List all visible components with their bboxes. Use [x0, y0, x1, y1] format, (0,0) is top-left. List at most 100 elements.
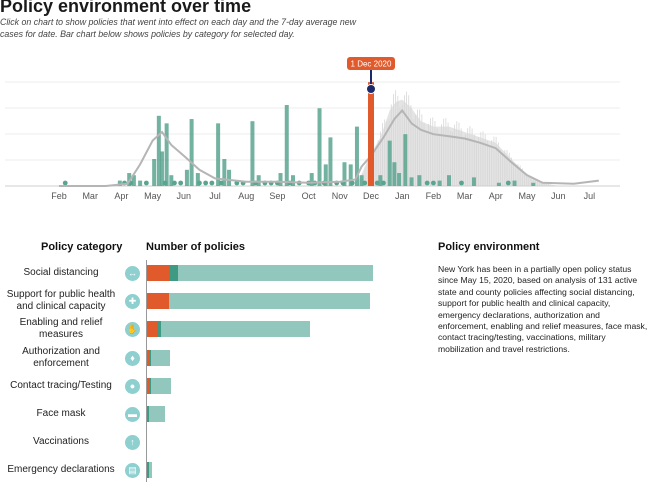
x-tick-label: Aug — [238, 191, 254, 201]
policy-spike-bar[interactable] — [222, 159, 227, 186]
x-tick-label: Mar — [457, 191, 473, 201]
bar-segment — [148, 406, 150, 422]
policy-dot[interactable] — [209, 180, 215, 186]
policy-spike-bar[interactable] — [184, 169, 189, 186]
policy-spike-bar[interactable] — [378, 175, 383, 186]
policy-spike-bar[interactable] — [348, 164, 353, 186]
seven-day-average-line — [59, 108, 599, 187]
policy-dot[interactable] — [349, 180, 355, 186]
policy-spike-bar[interactable] — [195, 173, 200, 186]
policy-dot[interactable] — [505, 180, 511, 186]
policy-environment-header: Policy environment — [438, 241, 540, 253]
category-bar[interactable] — [147, 406, 165, 422]
policy-spike-bar[interactable] — [152, 159, 157, 186]
category-bar[interactable] — [147, 321, 311, 337]
policy-spike-bar[interactable] — [250, 121, 255, 186]
policy-spike-bar[interactable] — [309, 173, 314, 186]
x-tick-label: Nov — [332, 191, 349, 201]
policy-spike-bar[interactable] — [138, 180, 143, 186]
x-tick-label: Apr — [114, 191, 128, 201]
category-bar[interactable] — [147, 350, 170, 366]
policy-spike-bar[interactable] — [278, 173, 283, 186]
bar-segment — [149, 350, 151, 366]
bar-axis-line — [146, 260, 147, 482]
policy-spike-bar[interactable] — [447, 175, 451, 186]
policy-spike-bar[interactable] — [256, 175, 261, 186]
x-tick-label: Jul — [584, 191, 596, 201]
policy-spike-bar[interactable] — [284, 105, 289, 186]
hand-icon: ✋ — [125, 321, 140, 337]
category-label: Vaccinations — [33, 436, 89, 447]
policy-dot[interactable] — [374, 180, 380, 186]
policy-spike-bar[interactable] — [216, 123, 221, 186]
policy-dot[interactable] — [431, 180, 436, 186]
policy-spike-bar[interactable] — [227, 169, 232, 186]
policy-dot[interactable] — [62, 180, 68, 186]
policy-spike-bar[interactable] — [403, 134, 408, 186]
policy-spike-bar[interactable] — [437, 180, 442, 186]
policy-dot[interactable] — [162, 180, 168, 186]
category-label: Support for public health and clinical c… — [6, 289, 116, 312]
bar-segment — [149, 406, 165, 422]
policy-dot[interactable] — [172, 180, 177, 186]
policy-dot[interactable] — [459, 180, 464, 186]
policy-spike-bar[interactable] — [164, 123, 169, 186]
x-tick-label: Sep — [269, 191, 285, 201]
policy-spike-bar[interactable] — [291, 175, 295, 186]
category-bar[interactable] — [147, 462, 152, 478]
policy-spike-bar[interactable] — [471, 177, 476, 186]
policy-spike-bar[interactable] — [169, 175, 174, 186]
policy-spike-bar[interactable] — [156, 115, 161, 186]
bar-segment — [148, 462, 150, 478]
policy-spike-bar[interactable] — [409, 177, 414, 186]
bar-segment — [147, 293, 169, 309]
policy-spike-bar[interactable] — [359, 175, 364, 186]
policy-dot[interactable] — [218, 180, 224, 186]
policy-spike-bar[interactable] — [131, 175, 136, 186]
policy-dot[interactable] — [362, 180, 368, 186]
bar-segment — [150, 350, 170, 366]
policy-spike-bar[interactable] — [387, 140, 392, 186]
policy-dot[interactable] — [197, 180, 202, 186]
policy-spike-bar[interactable] — [159, 151, 164, 186]
selected-day-bar[interactable] — [368, 82, 374, 186]
category-label: Enabling and relief measures — [19, 317, 103, 340]
policy-spike-bar[interactable] — [417, 175, 422, 186]
page-title: Policy environment over time — [0, 0, 252, 16]
category-bar[interactable] — [147, 265, 373, 281]
bar-segment — [150, 378, 171, 394]
bar-segment — [147, 321, 157, 337]
policy-spike-bar[interactable] — [496, 182, 501, 186]
authority-icon: ♦ — [125, 350, 140, 366]
policy-dot[interactable] — [424, 180, 430, 186]
face-mask-icon: ▬ — [125, 406, 140, 422]
policy-dot[interactable] — [143, 180, 149, 186]
selected-day-marker-dot[interactable] — [366, 84, 376, 94]
x-tick-label: May — [518, 191, 536, 201]
social-distancing-icon: ↔ — [125, 265, 140, 281]
policy-timeline-chart[interactable]: 1 Dec 2020 Feb Mar Apr May Jun Jul Aug Sep Oct Nov… — [0, 52, 650, 202]
policy-spike-bar[interactable] — [397, 173, 402, 186]
category-label: Emergency declarations — [7, 464, 115, 475]
policy-spike-bar[interactable] — [328, 137, 333, 186]
policy-spike-bar[interactable] — [317, 108, 322, 186]
bar-segment — [178, 265, 373, 281]
policy-spike-bar[interactable] — [189, 119, 194, 186]
policy-spike-bar[interactable] — [354, 126, 359, 186]
vaccine-icon: ↑ — [125, 434, 140, 450]
category-label: Face mask — [36, 408, 86, 419]
policy-spike-bar[interactable] — [392, 162, 397, 186]
policy-dot[interactable] — [203, 180, 209, 186]
category-bar[interactable] — [147, 293, 371, 309]
policy-spike-bar[interactable] — [531, 182, 536, 186]
policy-category-header: Policy category — [41, 241, 123, 253]
policy-dot[interactable] — [381, 180, 386, 186]
policy-spike-bar[interactable] — [512, 180, 517, 186]
category-label: Contact tracing/Testing — [10, 380, 112, 391]
policy-spike-bar[interactable] — [323, 164, 328, 186]
policy-dot[interactable] — [178, 180, 184, 186]
policy-spike-bar[interactable] — [117, 180, 122, 186]
x-tick-label: Oct — [302, 191, 317, 201]
policy-spike-bar[interactable] — [342, 162, 347, 186]
category-bar[interactable] — [147, 378, 171, 394]
